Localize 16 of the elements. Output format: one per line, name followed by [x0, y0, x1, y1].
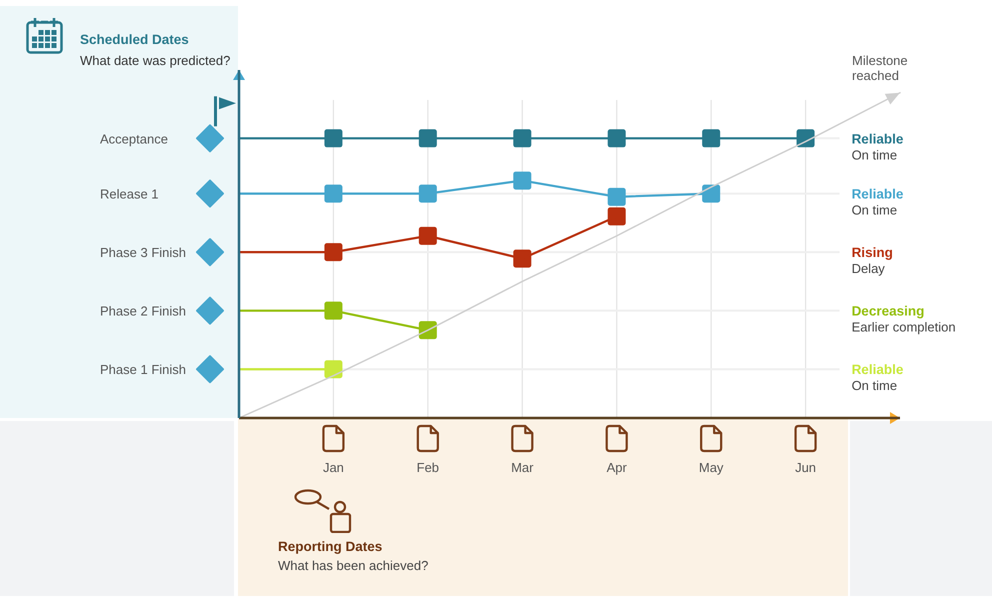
text: Phase 3 Finish — [100, 244, 186, 260]
text: Phase 1 Finish — [100, 362, 186, 377]
text: Scheduled Dates — [80, 32, 189, 47]
x-tick-label: Mar — [511, 460, 534, 474]
text: What date was predicted? — [80, 53, 230, 68]
x-tick-label: Jan — [322, 460, 344, 474]
x-tick-label: May — [698, 460, 724, 474]
text: Acceptance — [100, 130, 168, 146]
text: What has been achieved? — [278, 558, 428, 573]
x-tick-label: Feb — [416, 460, 440, 474]
text: Phase 2 Finish — [100, 303, 186, 318]
x-axis-title: Reporting Dates — [278, 539, 382, 554]
x-tick-label: Apr — [606, 460, 628, 474]
series-label: Milestone reached — [852, 52, 908, 82]
text: Release 1 — [100, 186, 159, 202]
x-tick-label: Jun — [795, 460, 816, 474]
